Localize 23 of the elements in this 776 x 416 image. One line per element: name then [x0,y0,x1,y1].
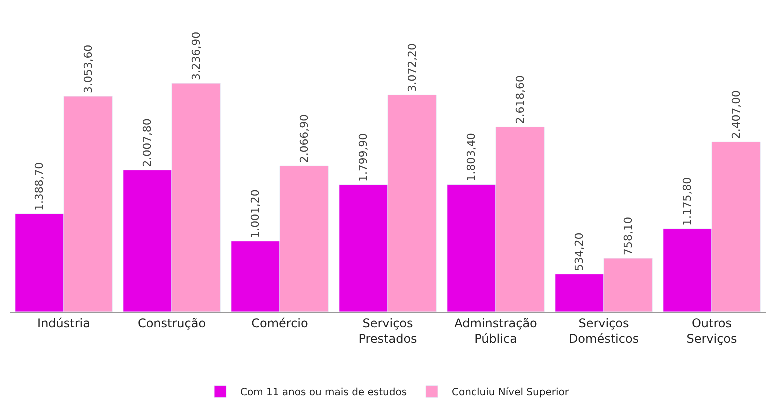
data-label: 3.072,20 [406,44,419,92]
data-label: 3.053,60 [82,44,95,94]
x-tick-label: Adminstração Pública [454,316,538,346]
x-tick-label: Construção [138,316,206,330]
data-label: 2.066,90 [298,114,311,164]
x-tick-label: Indústria [38,316,90,330]
data-label: 1.175,80 [681,177,694,226]
legend-label: Concluiu Nível Superior [452,388,570,399]
data-label: 1.388,70 [33,162,46,211]
x-tick-label: Serviços Domésticos [568,316,640,346]
data-label: 1.001,20 [249,190,262,238]
data-label: 3.236,90 [190,32,203,81]
x-tick-label: Serviços Prestados [358,316,418,346]
data-label: 2.618,60 [514,76,527,124]
data-label: 2.007,80 [141,118,154,168]
data-label: 1.799,90 [357,133,370,182]
legend-label: Com 11 anos ou mais de estudos [240,388,408,399]
x-tick-label: Comércio [252,316,308,330]
data-label: 2.407,00 [730,90,743,140]
data-label: 1.803,40 [465,133,478,182]
data-label: 534,20 [573,232,586,272]
data-label: 758,10 [622,216,635,256]
x-tick-label: Outros Serviços [686,316,738,346]
